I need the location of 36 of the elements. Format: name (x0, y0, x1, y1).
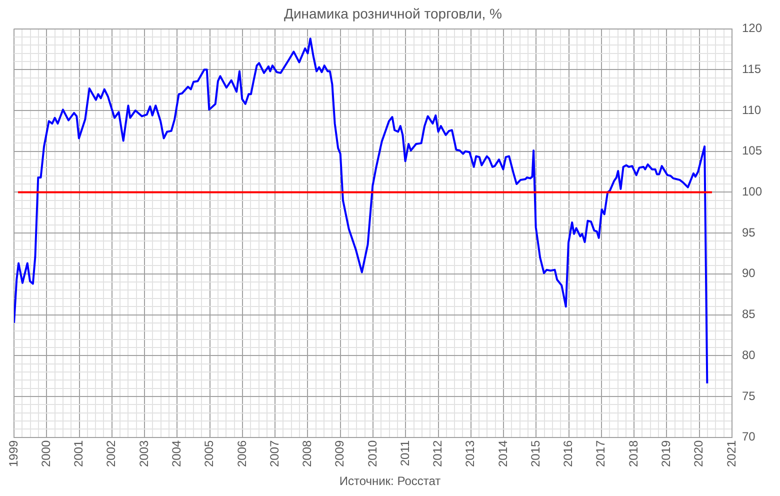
y-tick-label: 70 (742, 430, 756, 444)
x-tick-label: 2018 (626, 440, 640, 468)
y-tick-label: 120 (742, 21, 762, 36)
x-tick-label: 2010 (365, 440, 380, 468)
x-tick-label: 2005 (202, 440, 216, 468)
y-tick-label: 90 (742, 266, 756, 280)
y-tick-label: 75 (742, 388, 756, 403)
x-tick-label: 2008 (300, 440, 314, 468)
x-tick-label: 2001 (72, 440, 86, 468)
x-tick-label: 2020 (692, 440, 706, 468)
x-tick-label: 2017 (594, 440, 608, 468)
y-tick-label: 100 (742, 184, 762, 199)
y-tick-label: 105 (742, 144, 762, 158)
y-tick-label: 85 (742, 307, 756, 322)
x-tick-label: 2007 (267, 440, 282, 468)
x-tick-label: 2019 (659, 440, 674, 468)
chart-title: Динамика розничной торговли, % (284, 5, 502, 22)
x-tick-label: 2016 (561, 440, 576, 468)
x-tick-label: 2002 (104, 440, 118, 468)
x-tick-label: 2012 (430, 440, 445, 468)
x-tick-label: 2013 (463, 440, 478, 468)
x-tick-label: 2003 (136, 440, 151, 468)
text: Источник: Росстат (338, 473, 442, 490)
x-tick-label: 2011 (398, 440, 412, 466)
x-tick-label: 1999 (6, 440, 20, 468)
x-tick-label: 2009 (332, 440, 347, 468)
x-tick-label: 2006 (234, 440, 249, 468)
y-tick-label: 95 (742, 225, 756, 240)
x-tick-label: 2014 (496, 440, 510, 468)
x-tick-label: 2000 (38, 440, 53, 468)
x-tick-label: 2021 (724, 440, 738, 468)
y-tick-label: 80 (742, 348, 756, 362)
y-tick-label: 110 (742, 102, 762, 117)
y-tick-label: 115 (742, 62, 762, 76)
x-tick-label: 2004 (169, 440, 184, 468)
x-tick-label: 2015 (528, 440, 542, 468)
